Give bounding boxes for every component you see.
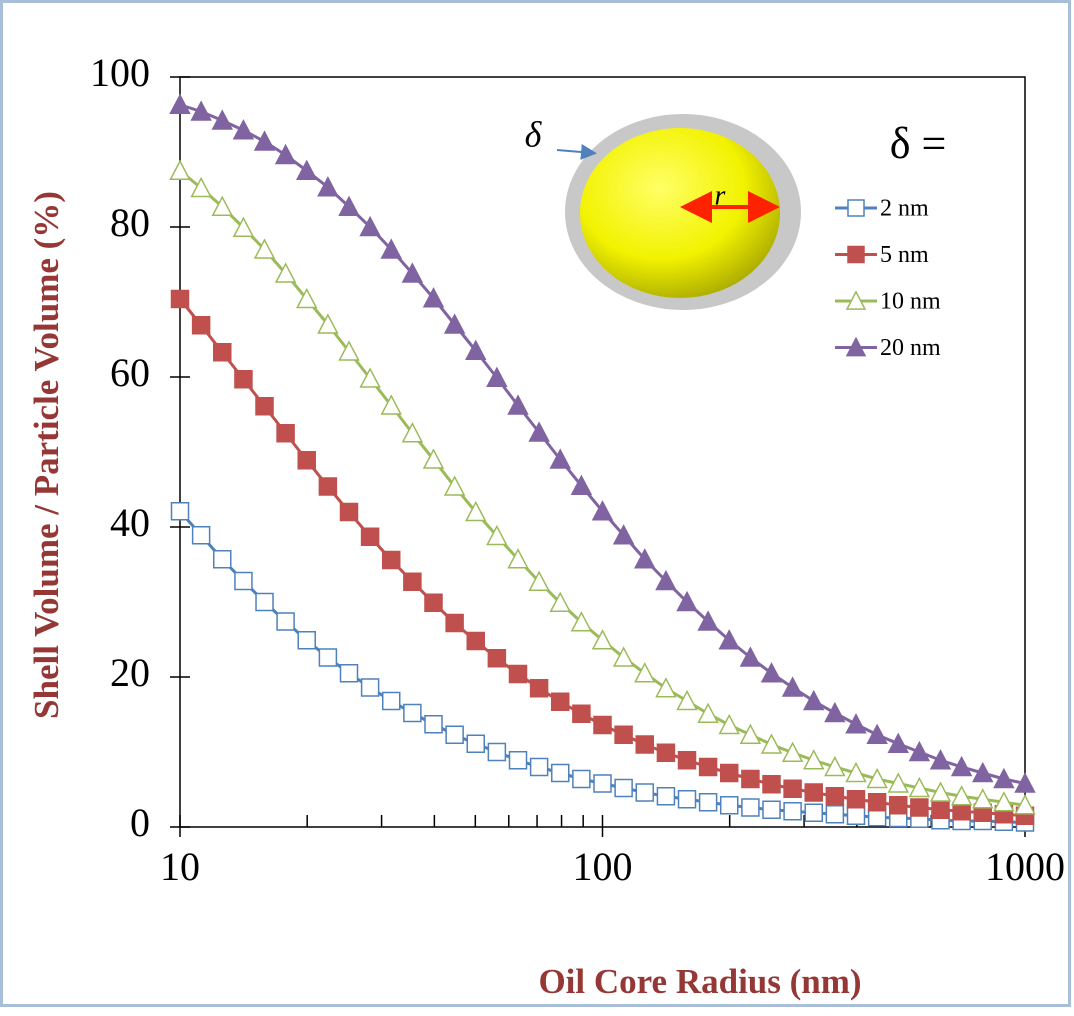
data-point [763, 801, 780, 818]
data-point [446, 726, 463, 743]
data-point [404, 705, 421, 722]
data-point [615, 780, 632, 797]
data-point [763, 776, 780, 793]
data-point [319, 649, 336, 666]
data-point [700, 759, 717, 776]
data-point [467, 735, 484, 752]
data-point [362, 679, 379, 696]
data-point [742, 799, 759, 816]
data-point [193, 317, 210, 334]
data-point [615, 726, 632, 743]
data-point [636, 784, 653, 801]
data-point [932, 801, 949, 818]
data-point [805, 784, 822, 801]
data-point [510, 666, 527, 683]
data-point [510, 752, 527, 769]
y-tick-label: 0 [130, 800, 150, 845]
data-point [235, 371, 252, 388]
data-point [362, 528, 379, 545]
legend-marker [848, 200, 864, 216]
legend-label: 5 nm [880, 242, 929, 268]
data-point [193, 527, 210, 544]
data-point [552, 765, 569, 782]
data-point [890, 797, 907, 814]
legend-label: 10 nm [880, 289, 941, 315]
data-point [742, 771, 759, 788]
data-point [531, 680, 548, 697]
data-point [826, 788, 843, 805]
legend-label: 20 nm [880, 335, 941, 361]
data-point [573, 705, 590, 722]
data-point [657, 744, 674, 761]
data-point [341, 504, 358, 521]
data-point [446, 615, 463, 632]
data-point [298, 632, 315, 649]
data-point [256, 594, 273, 611]
data-point [911, 799, 928, 816]
data-point [784, 803, 801, 820]
data-point [488, 650, 505, 667]
data-point [721, 765, 738, 782]
data-point [826, 806, 843, 823]
chart: δ r Oil Core Radius (nm) Shell Volume / … [0, 0, 1074, 1011]
data-point [172, 291, 189, 308]
x-tick-label: 10 [160, 844, 200, 889]
data-point [531, 759, 548, 776]
y-tick-label: 40 [110, 500, 150, 545]
legend-marker [848, 247, 864, 263]
data-point [488, 744, 505, 761]
data-point [214, 551, 231, 568]
data-point [847, 807, 864, 824]
data-point [319, 478, 336, 495]
data-point [467, 633, 484, 650]
data-point [235, 573, 252, 590]
data-point [383, 693, 400, 710]
x-tick-label: 1000 [985, 844, 1065, 889]
data-point [552, 693, 569, 710]
radius-label: r [715, 180, 726, 211]
y-tick-label: 100 [90, 50, 150, 95]
data-point [277, 425, 294, 442]
data-point [383, 552, 400, 569]
data-point [869, 794, 886, 811]
data-point [214, 344, 231, 361]
data-point [425, 716, 442, 733]
data-point [847, 791, 864, 808]
y-axis-title: Shell Volume / Particle Volume (%) [27, 191, 66, 719]
data-point [298, 452, 315, 469]
data-point [805, 804, 822, 821]
page: {"chart_data": { "type": "line", "xlabel… [0, 0, 1074, 1011]
data-point [721, 797, 738, 814]
data-point [256, 398, 273, 415]
data-point [679, 752, 696, 769]
x-axis-title: Oil Core Radius (nm) [538, 962, 861, 1001]
data-point [594, 775, 611, 792]
data-point [784, 780, 801, 797]
y-tick-label: 60 [110, 350, 150, 395]
data-point [172, 503, 189, 520]
x-tick-label: 100 [573, 844, 633, 889]
y-tick-label: 80 [110, 200, 150, 245]
legend-title: δ = [890, 119, 947, 168]
data-point [341, 665, 358, 682]
data-point [404, 573, 421, 590]
y-tick-label: 20 [110, 650, 150, 695]
data-point [425, 594, 442, 611]
data-point [679, 791, 696, 808]
data-point [573, 771, 590, 788]
core [580, 128, 780, 298]
data-point [636, 736, 653, 753]
data-point [594, 717, 611, 734]
data-point [700, 794, 717, 811]
legend-label: 2 nm [880, 196, 929, 222]
data-point [657, 788, 674, 805]
data-point [277, 613, 294, 630]
shell-label: δ [525, 114, 543, 154]
